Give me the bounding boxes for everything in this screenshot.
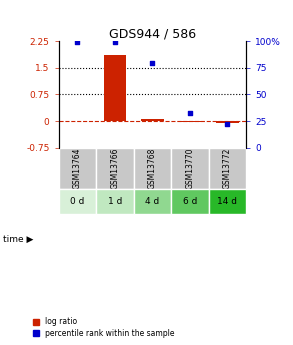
Text: GSM13768: GSM13768 [148,148,157,189]
Point [188,110,192,115]
Text: 0 d: 0 d [70,197,85,206]
Text: 1 d: 1 d [108,197,122,206]
Point [113,40,117,45]
Bar [134,148,171,189]
Bar [216,121,239,123]
Text: 6 d: 6 d [183,197,197,206]
Text: time ▶: time ▶ [3,235,33,244]
Point [150,60,155,66]
Bar [96,189,134,214]
Bar [179,121,201,122]
Text: 14 d: 14 d [217,197,237,206]
Text: GSM13770: GSM13770 [185,148,194,189]
Bar [171,189,209,214]
Point [225,121,230,127]
Bar [171,148,209,189]
Bar [209,148,246,189]
Bar [59,148,96,189]
Bar [96,148,134,189]
Text: GSM13766: GSM13766 [110,148,119,189]
Text: 4 d: 4 d [145,197,159,206]
Bar [134,189,171,214]
Bar [104,55,126,121]
Point [75,40,80,45]
Bar [59,189,96,214]
Title: GDS944 / 586: GDS944 / 586 [109,27,196,40]
Bar [209,189,246,214]
Bar [141,119,163,121]
Legend: log ratio, percentile rank within the sample: log ratio, percentile rank within the sa… [33,317,175,338]
Text: GSM13764: GSM13764 [73,148,82,189]
Text: GSM13772: GSM13772 [223,148,232,189]
